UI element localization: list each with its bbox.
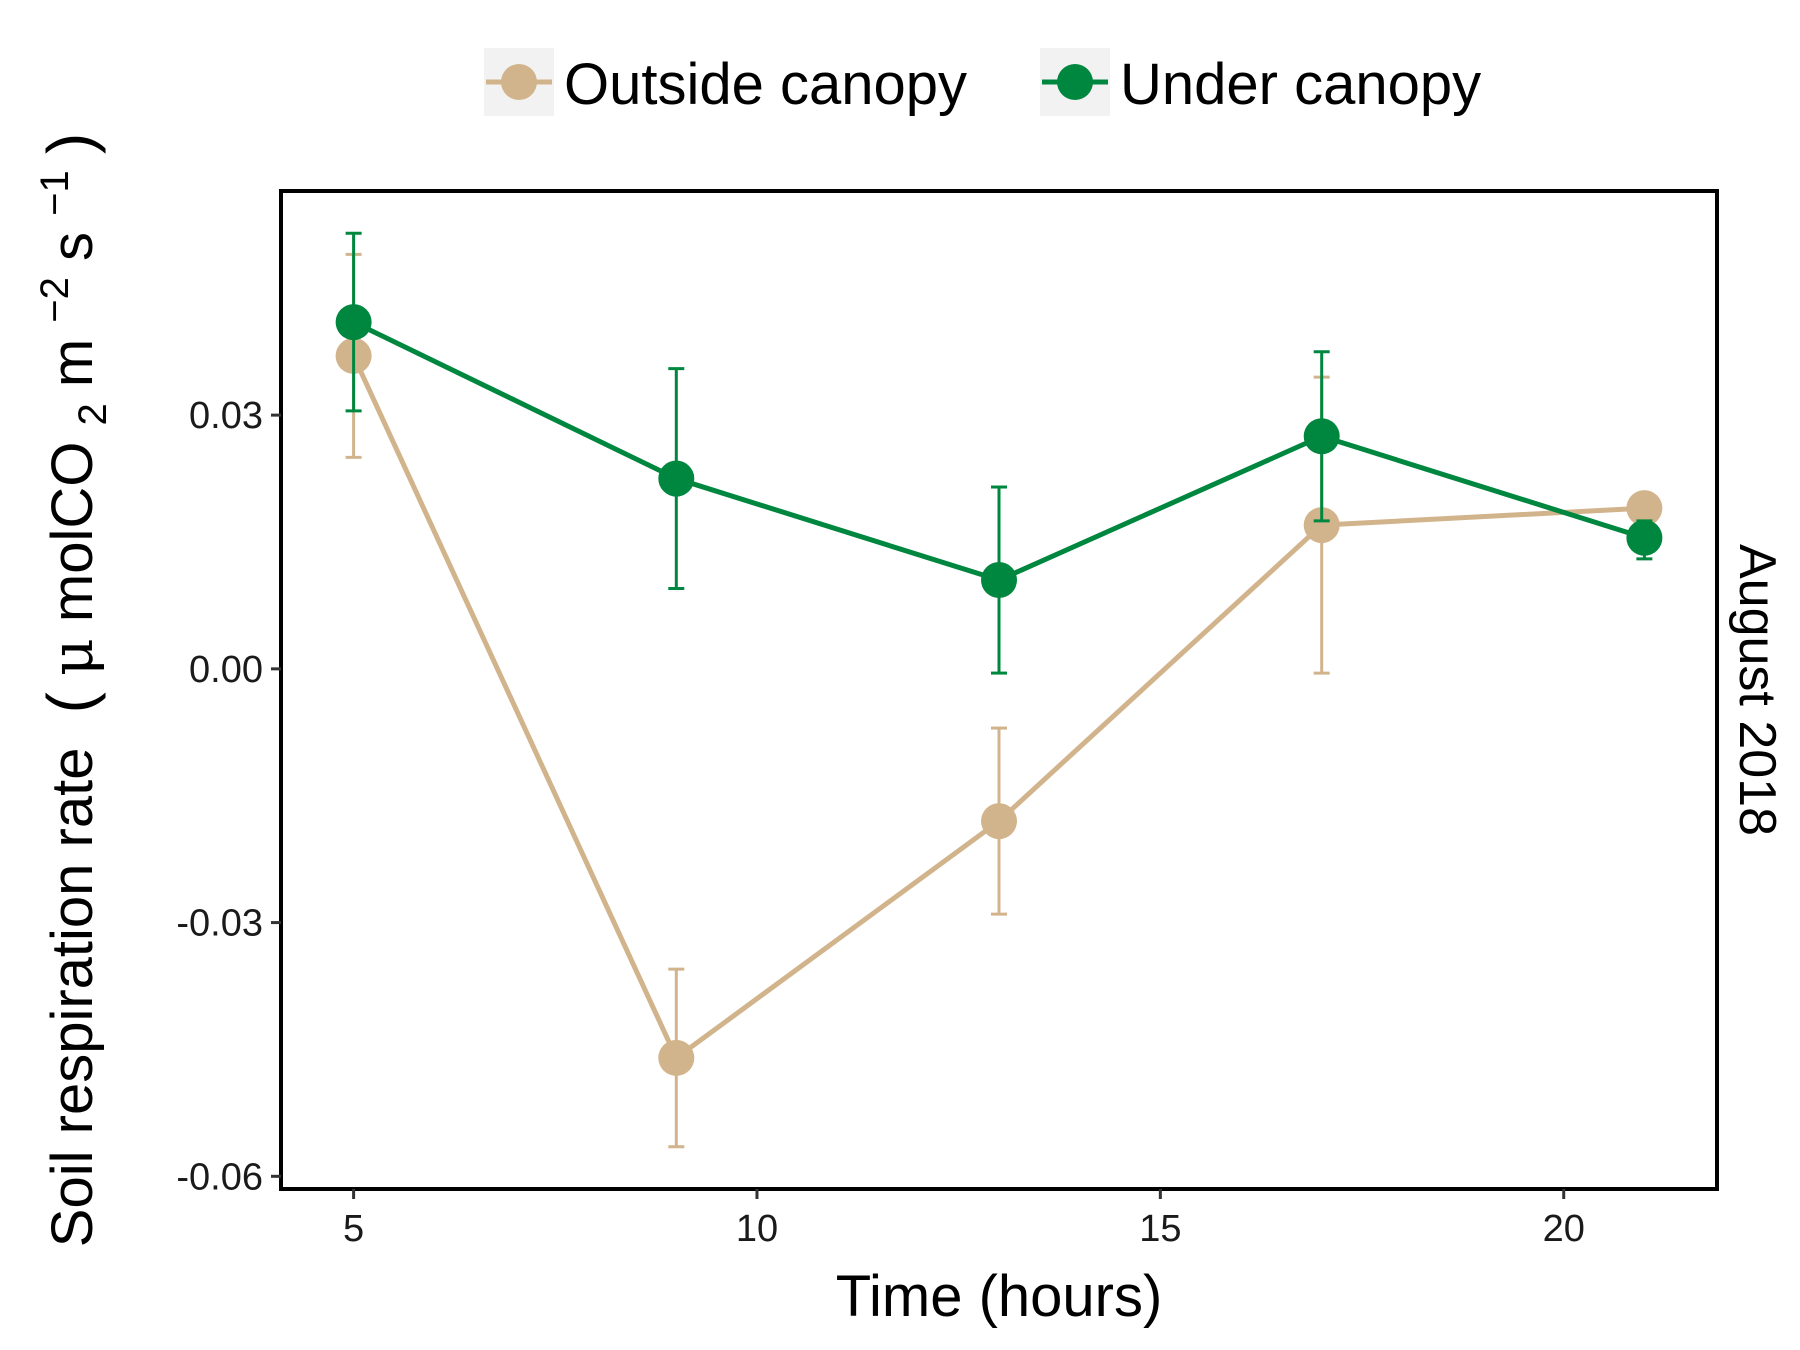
legend-label: Under canopy: [1120, 52, 1481, 117]
x-tick-label: 15: [1139, 1208, 1181, 1250]
y-tick-label: 0.00: [189, 649, 263, 691]
series-layer: [335, 231, 1663, 1149]
y-axis-title: Soil respiration rate ( μ molCO 2 m −2 s…: [16, 133, 119, 1247]
y-axis-title-m: m: [40, 339, 105, 387]
x-tick-label: 5: [343, 1208, 364, 1250]
data-point: [658, 460, 695, 497]
data-point: [1303, 418, 1340, 455]
y-axis-title-sup-m: −2: [33, 277, 77, 323]
data-point: [658, 1039, 695, 1076]
y-axis: -0.06 -0.03 0.00 0.03: [176, 395, 281, 1198]
data-point: [1626, 519, 1663, 556]
data-point: [1626, 490, 1663, 527]
data-point: [981, 562, 1017, 599]
y-tick-label: -0.06: [176, 1156, 263, 1198]
x-axis: 5 10 15 20: [343, 1189, 1585, 1250]
legend-key-point: [1057, 64, 1093, 100]
series-line: [351, 354, 1645, 1061]
y-axis-title-sub2: 2: [71, 403, 115, 425]
y-axis-title-s: s: [40, 232, 105, 261]
y-axis-title-main: Soil respiration rate: [40, 748, 105, 1248]
legend-key-point: [501, 64, 537, 100]
facet-strip-label: August 2018: [1728, 544, 1786, 836]
series-outside-canopy: [335, 252, 1663, 1149]
legend-label: Outside canopy: [564, 52, 967, 117]
y-axis-title-mu: μ: [38, 638, 106, 676]
y-axis-title-mol: molCO: [40, 442, 105, 622]
y-tick-label: -0.03: [176, 903, 263, 945]
x-axis-title: Time (hours): [836, 1264, 1163, 1329]
x-tick-label: 10: [736, 1208, 778, 1250]
plot-panel-border: [279, 189, 1719, 1191]
legend-item-under-canopy: Under canopy: [1040, 48, 1481, 117]
y-axis-title-sup-s: −1: [33, 170, 77, 216]
x-tick-label: 20: [1543, 1208, 1585, 1250]
y-axis-title-paren-open: (: [34, 692, 106, 713]
y-axis-title-paren-close: ): [34, 133, 106, 154]
data-point: [981, 803, 1017, 840]
legend-item-outside-canopy: Outside canopy: [484, 48, 967, 117]
series-under-canopy: [335, 231, 1663, 675]
data-point: [335, 304, 372, 341]
data-point: [1303, 507, 1340, 544]
y-tick-label: 0.03: [189, 395, 263, 437]
legend: Outside canopy Under canopy: [484, 48, 1481, 117]
